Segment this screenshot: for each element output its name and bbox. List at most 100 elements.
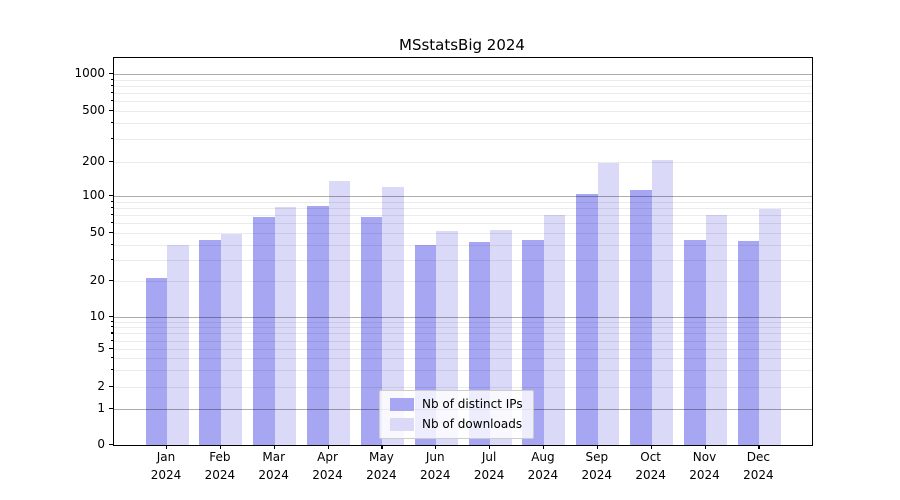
bar-downloads <box>597 162 620 445</box>
legend: Nb of distinct IPs Nb of downloads <box>379 390 534 439</box>
gridline-minor <box>114 387 812 388</box>
x-label-month: Nov <box>692 450 717 464</box>
x-label-year: 2024 <box>527 467 559 482</box>
bar-downloads <box>705 215 727 445</box>
y-tick-mark-minor <box>110 122 113 124</box>
gridline-major <box>114 317 812 318</box>
bar-distinct-ips <box>199 239 221 445</box>
y-tick-mark-minor <box>110 200 113 202</box>
x-tick-mark <box>166 445 168 449</box>
x-label-month: Dec <box>746 450 770 464</box>
gridline-minor <box>114 207 812 209</box>
bar-downloads <box>274 206 297 445</box>
x-tick-mark <box>273 445 275 449</box>
y-tick-mark <box>109 444 113 446</box>
x-tick-mark <box>327 445 329 449</box>
x-label-year: 2024 <box>419 467 451 482</box>
x-tick-mark <box>381 445 383 449</box>
y-axis-tick-label: 1 <box>97 401 105 415</box>
x-label-year: 2024 <box>743 467 774 482</box>
y-tick-mark <box>109 280 113 282</box>
gridline-minor <box>114 123 812 125</box>
x-label-month: Sep <box>585 450 609 464</box>
x-axis-month-label: Jan 2024 <box>138 449 194 484</box>
y-tick-mark-minor <box>110 92 113 94</box>
x-label-month: Oct <box>640 450 662 464</box>
x-label-month: May <box>368 450 394 464</box>
x-label-month: Jul <box>481 450 497 464</box>
x-axis-month-label: Oct 2024 <box>623 449 679 484</box>
x-label-year: 2024 <box>312 467 343 482</box>
y-axis-tick-label: 20 <box>89 273 105 287</box>
x-label-year: 2024 <box>689 467 720 482</box>
gridline-major <box>114 196 812 197</box>
y-axis-tick-label: 5 <box>97 341 105 355</box>
x-tick-mark <box>596 445 598 449</box>
legend-swatch-downloads <box>390 418 414 431</box>
y-tick-mark-minor <box>110 320 113 323</box>
x-label-month: Aug <box>531 450 555 464</box>
y-tick-mark <box>109 232 113 234</box>
gridline-minor <box>114 349 812 350</box>
x-axis-month-label: Apr 2024 <box>300 449 356 484</box>
x-label-year: 2024 <box>150 467 182 482</box>
y-tick-mark-minor <box>110 357 113 359</box>
legend-item-distinct-ips: Nb of distinct IPs <box>390 397 523 412</box>
gridline-minor <box>114 93 812 95</box>
bar-downloads <box>167 244 189 445</box>
y-axis-tick-label: 0 <box>97 437 105 451</box>
y-tick-mark-minor <box>110 369 113 371</box>
legend-swatch-distinct-ips <box>390 398 414 411</box>
y-axis-tick-label: 10 <box>89 309 105 323</box>
gridline-minor <box>114 333 812 335</box>
bar-distinct-ips <box>253 217 275 445</box>
y-axis-tick-label: 50 <box>89 225 105 239</box>
gridline-minor <box>114 85 812 87</box>
x-axis-month-label: Sep 2024 <box>569 449 625 484</box>
gridline-minor <box>114 370 812 372</box>
y-tick-mark-minor <box>110 206 113 209</box>
y-tick-mark-minor <box>110 222 113 224</box>
bar-distinct-ips <box>145 278 167 445</box>
y-tick-mark-minor <box>110 339 113 341</box>
gridline-minor <box>114 327 812 329</box>
gridline-minor <box>114 161 812 163</box>
bar-downloads <box>543 215 566 445</box>
y-tick-mark <box>109 110 113 112</box>
x-label-month: Jun <box>425 450 445 464</box>
plot-area: Nb of distinct IPs Nb of downloads <box>113 57 813 446</box>
x-axis-month-label: Feb 2024 <box>192 449 248 484</box>
x-axis-month-label: Jun 2024 <box>407 449 463 484</box>
bar-distinct-ips <box>737 240 760 445</box>
y-tick-mark-minor <box>110 332 113 334</box>
y-tick-mark <box>109 348 113 350</box>
bar-downloads <box>759 209 781 445</box>
y-tick-mark <box>109 73 113 75</box>
y-tick-mark-minor <box>110 84 113 87</box>
y-tick-mark <box>109 386 113 388</box>
gridline-minor <box>114 259 812 261</box>
bar-distinct-ips <box>684 239 706 445</box>
x-label-month: Apr <box>317 450 338 464</box>
x-label-year: 2024 <box>473 467 505 482</box>
legend-item-downloads: Nb of downloads <box>390 417 523 432</box>
y-tick-mark-minor <box>110 258 113 260</box>
y-tick-mark <box>109 408 113 410</box>
gridline-minor <box>114 79 812 81</box>
x-axis-month-label: Dec 2024 <box>730 449 786 484</box>
x-tick-mark <box>650 445 652 449</box>
y-tick-mark-minor <box>110 326 113 328</box>
x-axis-month-label: May 2024 <box>353 449 409 484</box>
gridline-minor <box>114 321 812 323</box>
x-tick-mark <box>542 445 545 449</box>
x-tick-mark <box>489 445 491 449</box>
gridline-minor <box>114 111 812 112</box>
bar-downloads <box>651 160 674 445</box>
y-tick-mark-minor <box>110 214 113 216</box>
x-label-month: Mar <box>262 450 285 464</box>
gridline-minor <box>114 223 812 225</box>
bar-downloads <box>382 186 404 445</box>
x-label-month: Feb <box>209 450 231 464</box>
y-axis-tick-label: 500 <box>82 103 105 117</box>
